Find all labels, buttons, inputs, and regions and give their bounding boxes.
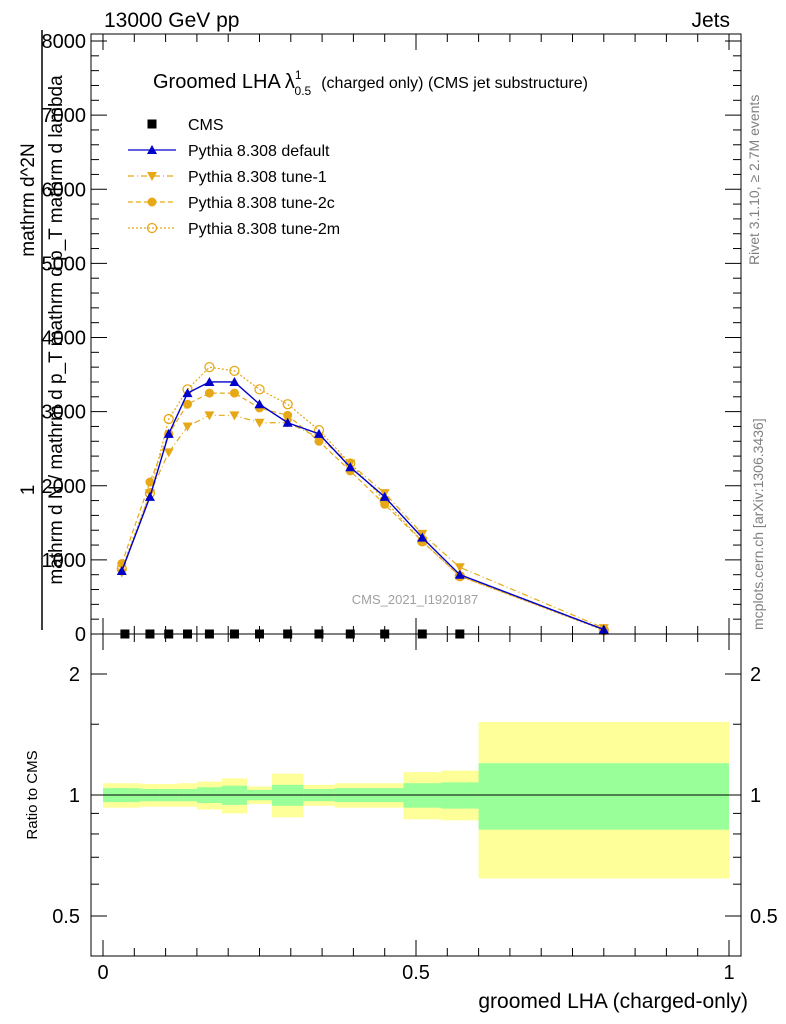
- x-tick-label: 1: [723, 962, 734, 984]
- data-point-tune-2m: [163, 413, 174, 425]
- data-point-tune-2c: [145, 477, 155, 487]
- data-point-tune-1: [229, 411, 240, 421]
- y-tick-label: 6000: [42, 179, 87, 201]
- ratio-y-tick-label-right: 2: [750, 664, 761, 686]
- header-right: Jets: [691, 9, 730, 32]
- legend-entry: Pythia 8.308 tune-2c: [128, 195, 335, 212]
- legend-entry: Pythia 8.308 default: [128, 143, 330, 160]
- data-point-tune-2m: [146, 222, 158, 234]
- legend-entry: Pythia 8.308 tune-2m: [128, 221, 340, 238]
- ratio-y-tick-label-right: 1: [750, 785, 761, 807]
- data-point-tune-1: [182, 422, 193, 432]
- data-point-default: [254, 399, 265, 409]
- data-point-tune-1: [454, 563, 465, 573]
- series-line: [121, 414, 605, 629]
- data-point-default: [204, 376, 215, 386]
- series-line: [121, 392, 605, 631]
- legend-entry: Pythia 8.308 tune-1: [128, 169, 327, 186]
- legend-entry: CMS: [147, 117, 224, 134]
- data-point-tune-2c: [183, 399, 193, 409]
- y-tick-label: 7000: [42, 105, 87, 127]
- ratio-panel-frame: [90, 633, 742, 957]
- ratio-y-label: Ratio to CMS: [24, 750, 41, 839]
- data-point-default: [229, 376, 240, 386]
- data-point-tune-2m: [254, 384, 265, 395]
- data-point-tune-2c: [380, 499, 390, 509]
- y-tick-label: 4000: [42, 328, 87, 350]
- data-point-default: [182, 388, 193, 398]
- data-point-default: [417, 532, 428, 542]
- rivet-label: Rivet 3.1.10, ≥ 2.7M events: [746, 95, 762, 265]
- legend-label: CMS: [188, 117, 224, 134]
- analysis-watermark: CMS_2021_I1920187: [352, 592, 479, 607]
- series-line: [121, 381, 605, 631]
- data-point-tune-2m: [204, 361, 215, 373]
- data-point-default: [313, 428, 324, 438]
- data-point-default: [147, 145, 157, 154]
- legend-label: Pythia 8.308 tune-1: [188, 169, 327, 186]
- legend-label: Pythia 8.308 tune-2c: [188, 195, 335, 212]
- data-point-default: [163, 428, 174, 438]
- data-point-tune-2c: [229, 388, 239, 398]
- y-tick-label: 1000: [42, 550, 87, 572]
- plot-title: Groomed LHA λ1 0.5 (charged only) (CMS jet …: [153, 68, 588, 98]
- data-point-default: [116, 565, 127, 575]
- legend-label: Pythia 8.308 tune-2m: [188, 221, 340, 238]
- data-point-tune-1: [147, 172, 157, 181]
- data-point-default: [282, 417, 293, 427]
- y-label-denominator: mathrm d N / mathrm d p_T mathrm d p_T m…: [46, 75, 67, 585]
- y-tick-label: 8000: [42, 31, 87, 53]
- y-label-numerator-right: mathrm d^2N: [18, 143, 39, 256]
- mcplots-label: mcplots.cern.ch [arXiv:1306.3436]: [750, 418, 766, 630]
- data-point-tune-2m: [282, 399, 293, 410]
- top-y-label: 1 mathrm d^2N mathrm d N / mathrm d p_T …: [18, 30, 67, 630]
- data-point-tune-2c: [283, 410, 293, 420]
- data-point-tune-1: [163, 448, 174, 458]
- y-tick-label: 3000: [42, 402, 87, 424]
- x-axis-label: groomed LHA (charged-only): [478, 990, 748, 1013]
- y-tick-label: 0: [75, 624, 86, 646]
- x-tick-label: 0.5: [402, 962, 430, 984]
- data-point-default: [379, 491, 390, 501]
- data-point-cms: [147, 119, 157, 129]
- data-point-default: [454, 569, 465, 579]
- data-point-tune-1: [254, 418, 265, 428]
- legend-label: Pythia 8.308 default: [188, 143, 330, 160]
- data-point-tune-1: [204, 411, 215, 421]
- data-point-default: [144, 491, 155, 501]
- ratio-y-tick-label: 1: [69, 785, 80, 807]
- ratio-band-green: [478, 763, 729, 830]
- ratio-y-tick-label-right: 0.5: [750, 906, 778, 928]
- x-tick-label: 0: [97, 962, 108, 984]
- data-point-tune-2m: [229, 365, 240, 377]
- ratio-y-tick-label: 2: [69, 664, 80, 686]
- data-point-default: [345, 462, 356, 472]
- series-line: [121, 366, 605, 631]
- data-point-tune-2c: [147, 197, 157, 207]
- header-left: 13000 GeV pp: [104, 9, 240, 32]
- ratio-y-tick-label: 0.5: [52, 906, 80, 928]
- y-tick-label: 5000: [42, 253, 87, 275]
- data-point-tune-2c: [204, 388, 214, 398]
- y-label-numerator: 1: [18, 485, 39, 496]
- y-tick-label: 2000: [42, 476, 87, 498]
